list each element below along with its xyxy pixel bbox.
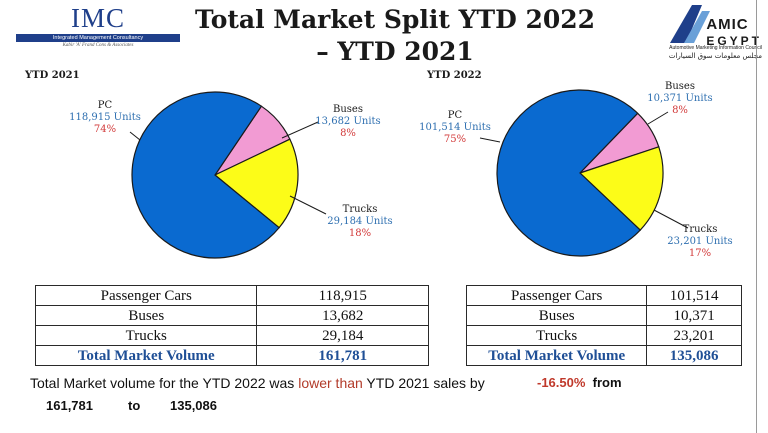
slice-label-units: 29,184 Units [327, 216, 392, 227]
slice-label-units: 13,682 Units [315, 116, 380, 127]
leader-line [479, 137, 501, 143]
table-row: Passenger Cars 118,915 [34, 285, 429, 306]
volume-table-2022: Passenger Cars 101,514 Buses 10,371 Trucks… [465, 285, 742, 366]
leader-line [647, 111, 669, 125]
table-cell: 23,201 [646, 325, 742, 346]
to-label: to [128, 398, 141, 413]
table-row: Buses 13,682 [34, 305, 429, 326]
amic-logo-text: AMIC EGYPT [706, 16, 762, 49]
imc-tagline: Kabir 'A' Frand Cons & Associates [62, 43, 134, 48]
table-cell: 29,184 [256, 325, 429, 346]
change-percent: -16.50% [537, 375, 586, 390]
pie-slice-pc [496, 89, 642, 257]
table-cell: Buses [465, 305, 648, 326]
slice-label-units: 118,915 Units [69, 112, 141, 123]
title-line-2: – YTD 2021 [316, 37, 474, 66]
chart-title-2022: YTD 2022 [427, 70, 482, 81]
table-cell: Passenger Cars [465, 285, 648, 306]
summary-text: Total Market volume for the YTD 2022 was… [30, 375, 485, 391]
slice-label-percent: 17% [689, 248, 711, 259]
slice-label-units: 101,514 Units [419, 122, 491, 133]
leader-line [653, 209, 689, 229]
slice-label-percent: 18% [349, 228, 371, 239]
pie-slice-trucks [213, 138, 299, 229]
from-value: 161,781 [46, 398, 93, 413]
table-cell: 135,086 [646, 345, 742, 366]
table-cell: 161,781 [256, 345, 429, 366]
table-cell: 101,514 [646, 285, 742, 306]
summary-change: -16.50% from [537, 375, 622, 390]
amic-logo: AMIC EGYPT Automotive Marketing Informat… [662, 3, 762, 69]
pie-slice-pc [131, 91, 280, 259]
table-cell: Total Market Volume [465, 345, 648, 366]
slice-label-percent: 8% [672, 105, 688, 116]
table-total-row: Total Market Volume 135,086 [465, 345, 742, 366]
table-row: Trucks 23,201 [465, 325, 742, 346]
summary-lower: lower than [298, 375, 363, 391]
table-cell: 13,682 [256, 305, 429, 326]
table-cell: 118,915 [256, 285, 429, 306]
table-cell: Trucks [34, 325, 258, 346]
slice-label-name: Trucks [343, 204, 378, 215]
edge-divider [756, 0, 757, 433]
table-cell: Total Market Volume [34, 345, 258, 366]
slice-label-name: Buses [665, 81, 695, 92]
table-cell: Buses [34, 305, 258, 326]
slice-label-percent: 75% [444, 134, 466, 145]
table-cell: Trucks [465, 325, 648, 346]
amic-subtitle: Automotive Marketing Information Council [669, 45, 762, 51]
volume-table-2021: Passenger Cars 118,915 Buses 13,682 Trucks… [34, 285, 429, 366]
chart-title-2021: YTD 2021 [25, 70, 80, 81]
table-total-row: Total Market Volume 161,781 [34, 345, 429, 366]
imc-logo: IMC Integrated Management Consultancy Ka… [16, 3, 180, 48]
table-cell: 10,371 [646, 305, 742, 326]
table-cell: Passenger Cars [34, 285, 258, 306]
slice-label-name: Trucks [683, 224, 718, 235]
slice-label-name: Buses [333, 104, 363, 115]
page-title: Total Market Split YTD 2022 – YTD 2021 [150, 4, 640, 68]
slice-label-name: PC [98, 100, 113, 111]
leader-line [129, 131, 141, 141]
slice-label-name: PC [448, 110, 463, 121]
leader-line [289, 195, 327, 215]
leader-line [281, 121, 319, 139]
table-row: Trucks 29,184 [34, 325, 429, 346]
pie-slice-trucks [578, 146, 664, 231]
table-row: Buses 10,371 [465, 305, 742, 326]
table-row: Passenger Cars 101,514 [465, 285, 742, 306]
amic-arabic-name: مجلس معلومات سوق السيارات [668, 52, 762, 60]
slice-label-units: 23,201 Units [667, 236, 732, 247]
amic-logo-mark [670, 5, 710, 43]
imc-logo-text: IMC [70, 3, 125, 33]
slice-label-percent: 8% [340, 128, 356, 139]
imc-name: Integrated Management Consultancy [16, 34, 180, 42]
slice-label-percent: 74% [94, 124, 116, 135]
title-line-1: Total Market Split YTD 2022 [194, 5, 596, 34]
slice-label-units: 10,371 Units [647, 93, 712, 104]
to-value: 135,086 [170, 398, 217, 413]
